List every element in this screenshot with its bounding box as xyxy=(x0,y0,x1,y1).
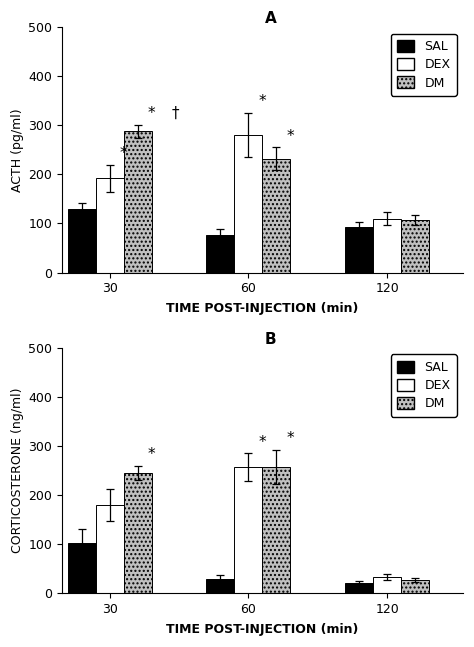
Bar xyxy=(235,467,263,593)
Bar xyxy=(401,220,429,272)
Bar xyxy=(68,543,96,593)
Bar xyxy=(124,131,152,272)
Text: *: * xyxy=(287,129,294,144)
Bar xyxy=(96,505,124,593)
Text: *: * xyxy=(259,94,266,109)
Bar xyxy=(68,209,96,272)
Legend: SAL, DEX, DM: SAL, DEX, DM xyxy=(391,34,456,96)
Text: *: * xyxy=(120,146,128,161)
Bar xyxy=(124,473,152,593)
Bar xyxy=(346,584,374,593)
Y-axis label: CORTICOSTERONE (ng/ml): CORTICOSTERONE (ng/ml) xyxy=(11,388,24,553)
Bar xyxy=(207,578,235,593)
Bar xyxy=(96,179,124,272)
Bar xyxy=(207,235,235,272)
Text: *: * xyxy=(259,435,266,450)
Bar xyxy=(374,577,401,593)
Legend: SAL, DEX, DM: SAL, DEX, DM xyxy=(391,355,456,417)
Text: *: * xyxy=(148,447,155,462)
Text: *: * xyxy=(148,106,155,121)
Bar xyxy=(374,219,401,272)
Bar xyxy=(235,135,263,272)
X-axis label: TIME POST-INJECTION (min): TIME POST-INJECTION (min) xyxy=(166,302,359,315)
Title: A: A xyxy=(264,11,276,26)
Text: *: * xyxy=(287,431,294,446)
Text: †: † xyxy=(172,106,179,121)
Bar xyxy=(401,580,429,593)
Bar xyxy=(346,227,374,272)
Bar xyxy=(263,159,291,272)
X-axis label: TIME POST-INJECTION (min): TIME POST-INJECTION (min) xyxy=(166,623,359,636)
Bar xyxy=(263,466,291,593)
Title: B: B xyxy=(264,332,276,347)
Y-axis label: ACTH (pg/ml): ACTH (pg/ml) xyxy=(11,108,24,192)
